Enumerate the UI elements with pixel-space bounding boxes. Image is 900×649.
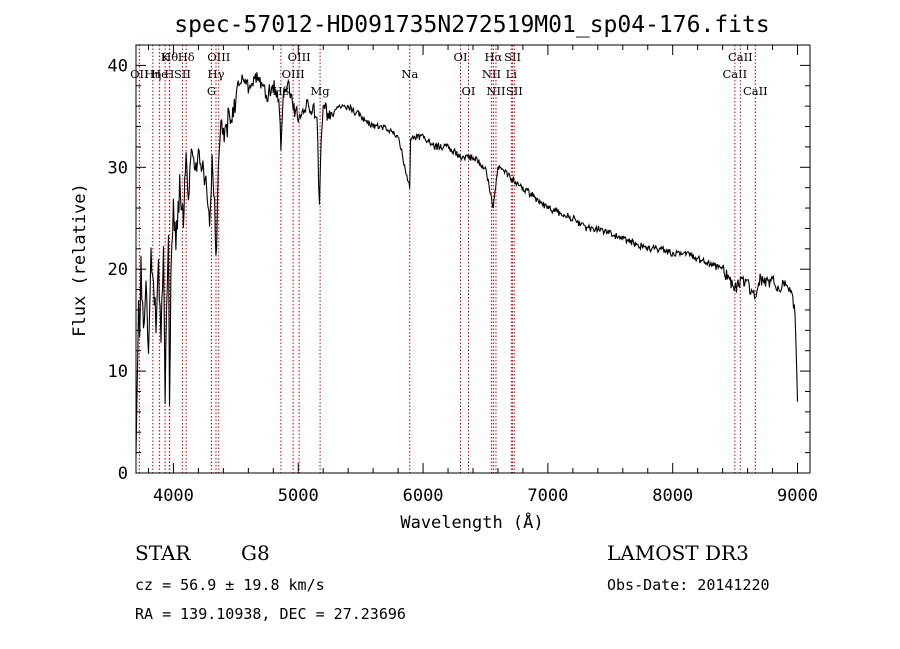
spectral-line-label-3: K (161, 50, 170, 64)
x-tick-label-1: 5000 (278, 486, 319, 506)
spectral-line-label-15: Na (401, 67, 418, 81)
spectral-line-label-19: Hα (484, 50, 502, 64)
x-tick-label-5: 9000 (777, 486, 818, 506)
spectral-line-label-0: OII (130, 67, 149, 81)
y-tick-label-2: 20 (108, 260, 128, 280)
spectral-line-label-21: Li (506, 67, 518, 81)
chart-title: spec-57012-HD091735N272519M01_sp04-176.f… (174, 12, 769, 38)
spectral-line-label-20: NII (486, 84, 505, 98)
y-axis-label: Flux (relative) (70, 183, 90, 337)
spectral-line-label-9: Hγ (208, 67, 225, 81)
x-tick-label-3: 7000 (527, 486, 568, 506)
spectral-line-label-22: SII (504, 50, 521, 64)
spectral-line-label-7: Hδ (178, 50, 195, 64)
spectral-line-markers: OIIHηHeKHHθSIIHδGHγOIIIHβOIIIOIIIMgNaOIO… (130, 45, 768, 473)
spectral-line-label-5: Hθ (161, 50, 178, 64)
coordinates: RA = 139.10938, DEC = 27.23696 (135, 605, 406, 623)
observation-date: Obs-Date: 20141220 (607, 576, 770, 594)
spectral-line-label-23: SII (506, 84, 523, 98)
y-axis: 0 10 20 30 40 (108, 44, 810, 484)
object-class: STAR (135, 541, 191, 565)
spectrum-series (135, 72, 799, 456)
survey-name: LAMOST DR3 (607, 541, 749, 565)
spectral-line-label-2: He (151, 67, 168, 81)
spectral-line-label-6: SII (174, 67, 191, 81)
x-tick-label-4: 8000 (652, 486, 693, 506)
spectral-line-label-1: Hη (144, 67, 161, 81)
spectral-line-label-26: CaII (743, 84, 768, 98)
plot-frame (135, 44, 811, 474)
spectral-line-label-10: OIII (207, 50, 230, 64)
y-tick-label-1: 10 (108, 362, 128, 382)
object-subclass: G8 (241, 541, 270, 565)
spectral-line-label-14: Mg (311, 84, 331, 98)
spectral-line-label-13: OIII (288, 50, 311, 64)
spectral-line-label-16: OI (454, 50, 468, 64)
y-tick-label-4: 40 (108, 56, 128, 76)
x-axis-label: Wavelength (Å) (400, 511, 543, 533)
x-tick-label-0: 4000 (153, 486, 194, 506)
spectral-line-label-24: CaII (722, 67, 747, 81)
spectral-line-label-8: G (207, 84, 216, 98)
x-axis: 4000 5000 6000 7000 8000 9000 (147, 45, 818, 506)
spectrum-line (135, 72, 799, 456)
y-tick-label-3: 30 (108, 158, 128, 178)
redshift-cz: cz = 56.9 ± 19.8 km/s (135, 576, 325, 594)
spectral-line-label-18: NII (482, 67, 501, 81)
spectral-line-label-12: OIII (282, 67, 305, 81)
spectral-line-label-17: OI (462, 84, 476, 98)
x-tick-label-2: 6000 (403, 486, 444, 506)
spectral-line-label-25: CaII (728, 50, 753, 64)
y-tick-label-0: 0 (118, 464, 128, 484)
